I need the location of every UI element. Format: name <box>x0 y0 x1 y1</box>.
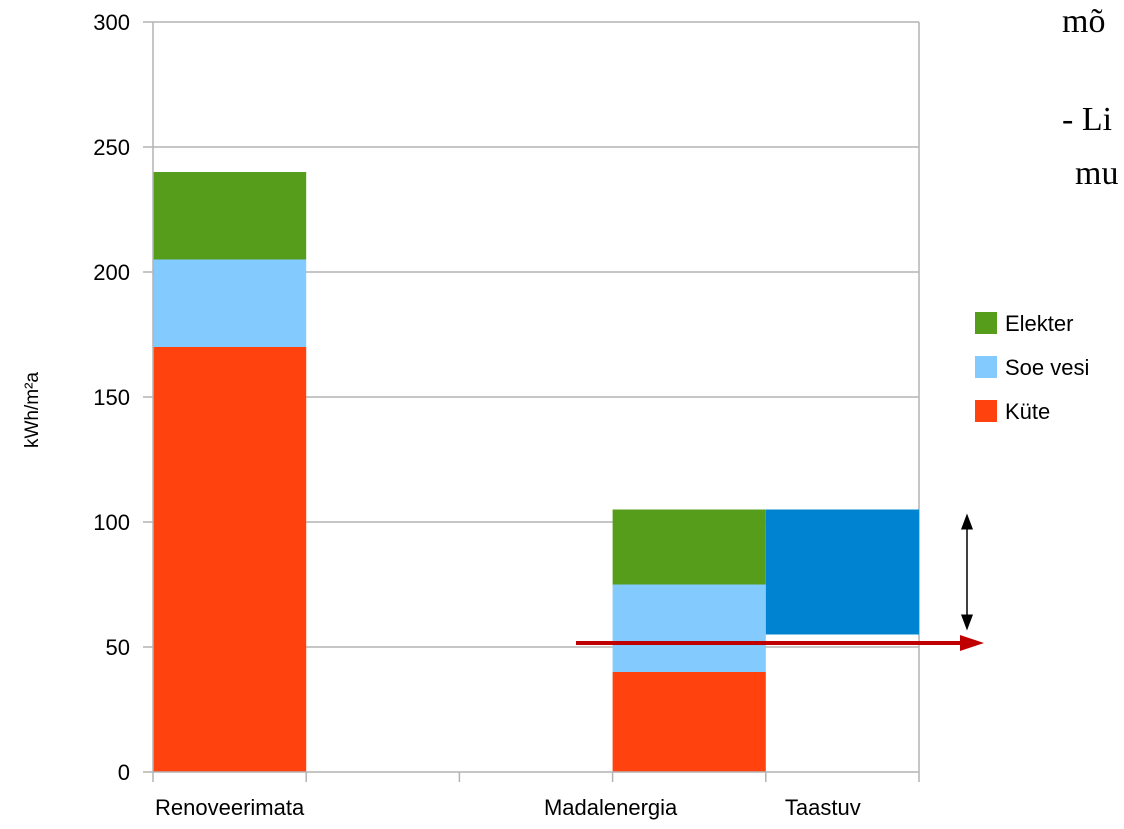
y-tick-label-200: 200 <box>93 260 130 285</box>
y-tick-label-0: 0 <box>118 760 130 785</box>
x-category-labels: Renoveerimata Madalenergia Taastuv <box>155 795 861 820</box>
y-tick-label-300: 300 <box>93 10 130 35</box>
y-tick-label-150: 150 <box>93 385 130 410</box>
legend: Elekter Soe vesi Küte <box>975 311 1089 424</box>
x-label-madalenergia: Madalenergia <box>544 795 678 820</box>
bar-renoveerimata-elekter <box>153 172 307 260</box>
double-arrow-head-top <box>961 513 973 530</box>
overflow-text-line-3: mu <box>1075 155 1118 192</box>
red-arrow-head <box>960 635 984 651</box>
legend-label-küte: Küte <box>1005 399 1050 424</box>
bar-madalenergia-elekter <box>612 509 766 585</box>
bar-renoveerimata-küte <box>153 347 307 772</box>
y-tick-label-100: 100 <box>93 510 130 535</box>
bars <box>153 172 919 772</box>
y-tick-label-250: 250 <box>93 135 130 160</box>
double-arrow-head-bottom <box>961 614 973 631</box>
y-tick-label-50: 50 <box>106 635 130 660</box>
overflow-text-line-2: - Li <box>1062 101 1112 138</box>
annotations <box>576 513 984 651</box>
legend-label-elekter: Elekter <box>1005 311 1073 336</box>
bar-madalenergia-soe-vesi <box>612 584 766 672</box>
legend-swatch-elekter <box>975 312 997 334</box>
legend-swatch-soe-vesi <box>975 356 997 378</box>
bar-madalenergia-küte <box>612 672 766 772</box>
legend-swatch-küte <box>975 400 997 422</box>
legend-label-soe-vesi: Soe vesi <box>1005 355 1089 380</box>
bar-renoveerimata-soe-vesi <box>153 259 307 347</box>
overflow-text-line-1: mõ <box>1062 3 1105 40</box>
y-tick-labels: 0 50 100 150 200 250 300 <box>93 10 130 785</box>
y-axis-label: kWh/m²a <box>22 372 43 448</box>
x-label-taastuv: Taastuv <box>785 795 861 820</box>
bar-taastuv <box>765 509 919 635</box>
axes <box>143 21 920 782</box>
x-label-renoveerimata: Renoveerimata <box>155 795 305 820</box>
